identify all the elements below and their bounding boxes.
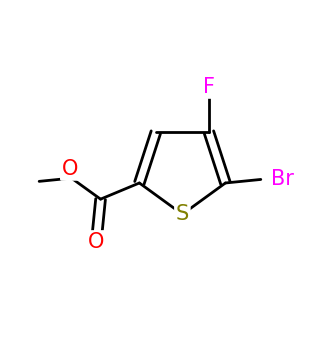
Text: O: O xyxy=(88,232,104,252)
Text: Br: Br xyxy=(271,169,293,189)
Text: F: F xyxy=(203,77,215,97)
Text: S: S xyxy=(176,204,189,224)
Text: O: O xyxy=(62,159,78,179)
